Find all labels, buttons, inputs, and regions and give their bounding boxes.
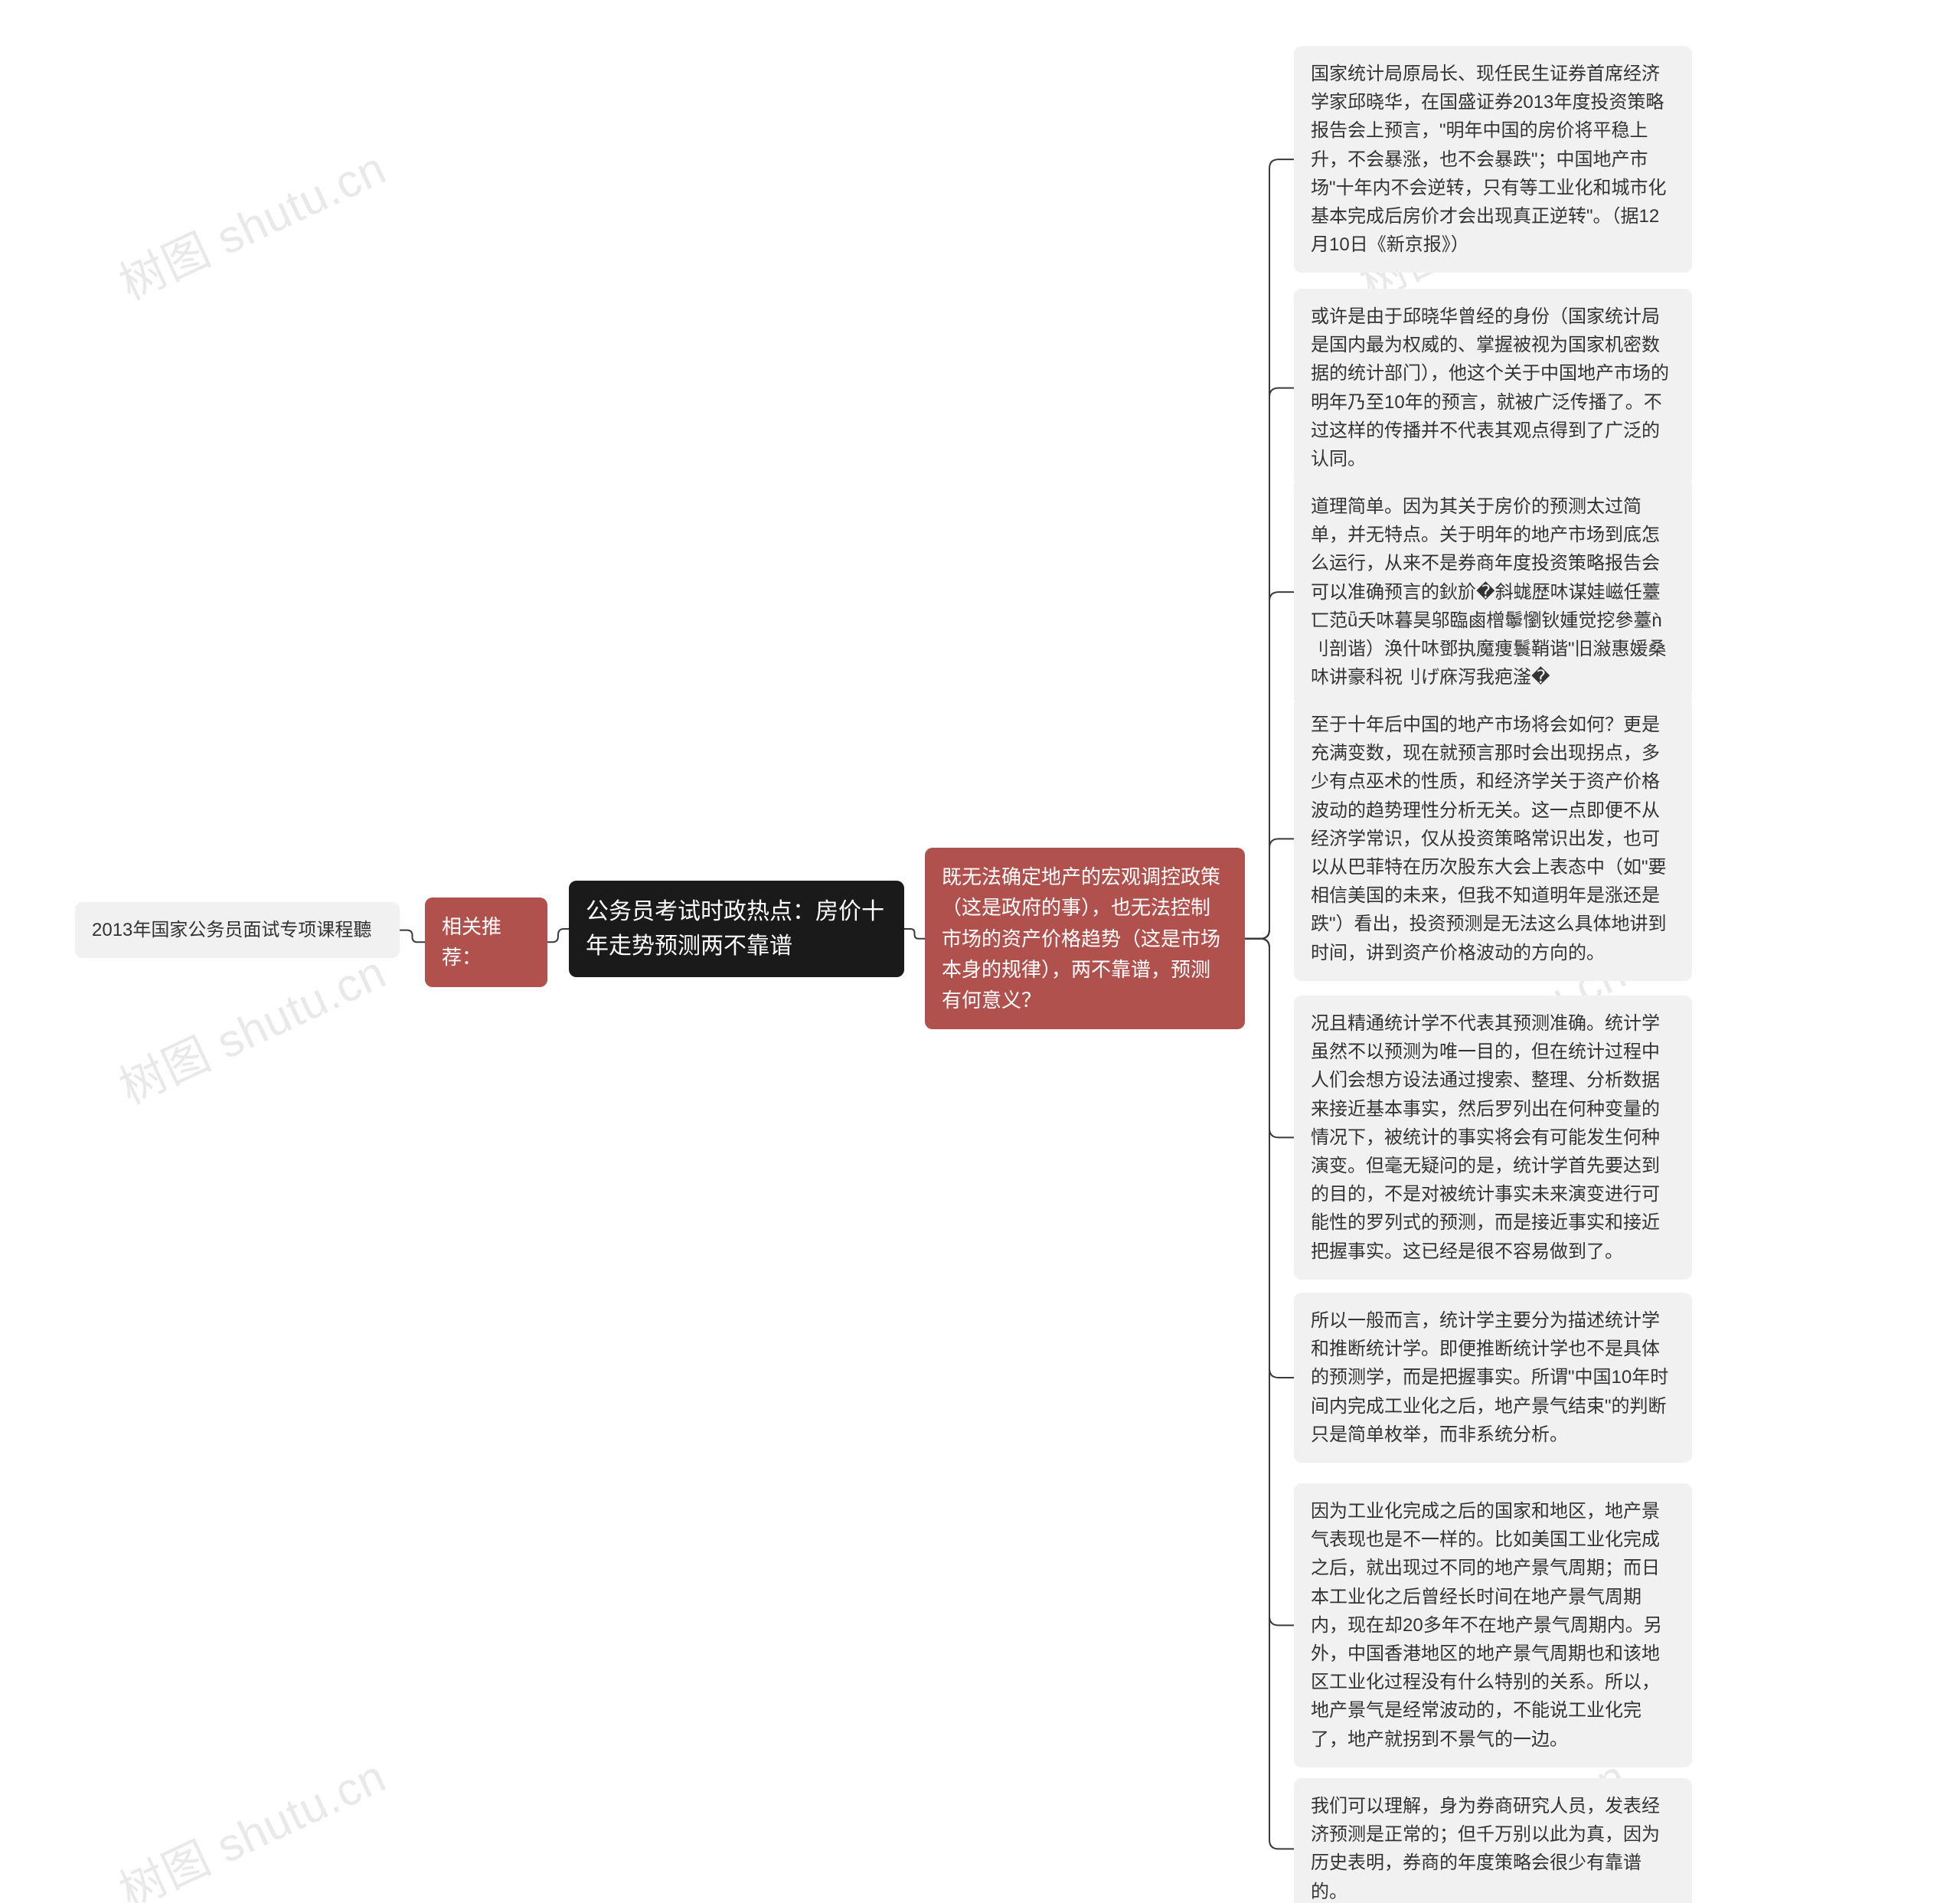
right-leaf-1[interactable]: 国家统计局原局长、现任民生证券首席经济学家邱晓华，在国盛证券2013年度投资策略… [1294,46,1692,273]
connector [1245,939,1294,1849]
right-leaf-8[interactable]: 我们可以理解，身为券商研究人员，发表经济预测是正常的；但千万别以此为真，因为历史… [1294,1778,1692,1903]
right-leaf-3[interactable]: 道理简单。因为其关于房价的预测太过简单，并无特点。关于明年的地产市场到底怎么运行… [1294,479,1692,705]
connector [1245,939,1294,1138]
root-node[interactable]: 公务员考试时政热点：房价十年走势预测两不靠谱 [569,881,904,977]
right-branch-summary[interactable]: 既无法确定地产的宏观调控政策（这是政府的事），也无法控制市场的资产价格趋势（这是… [925,848,1245,1029]
connector [1245,159,1294,939]
connector [1245,388,1294,939]
left-leaf-course[interactable]: 2013年国家公务员面试专项课程聽 [75,902,400,958]
right-leaf-2[interactable]: 或许是由于邱晓华曾经的身份（国家统计局是国内最为权威的、掌握被视为国家机密数据的… [1294,289,1692,487]
connector [400,930,425,943]
right-leaf-6[interactable]: 所以一般而言，统计学主要分为描述统计学和推断统计学。即便推断统计学也不是具体的预… [1294,1293,1692,1463]
connector [1245,939,1294,1378]
left-branch-related[interactable]: 相关推荐： [425,898,547,987]
connector [547,929,569,942]
mindmap-canvas: 树图 shutu.cn 树图 shutu.cn 树图 shutu.cn 树图 s… [0,0,1960,1903]
watermark: 树图 shutu.cn [107,936,395,1117]
connector [1245,939,1294,1626]
right-leaf-5[interactable]: 况且精通统计学不代表其预测准确。统计学虽然不以预测为唯一目的，但在统计过程中人们… [1294,996,1692,1280]
connector [904,929,925,939]
watermark: 树图 shutu.cn [107,132,395,313]
watermark: 树图 shutu.cn [107,1740,395,1903]
right-leaf-7[interactable]: 因为工业化完成之后的国家和地区，地产景气表现也是不一样的。比如美国工业化完成之后… [1294,1483,1692,1767]
connector [1245,592,1294,939]
connector [1245,839,1294,938]
right-leaf-4[interactable]: 至于十年后中国的地产市场将会如何？更是充满变数，现在就预言那时会出现拐点，多少有… [1294,697,1692,981]
